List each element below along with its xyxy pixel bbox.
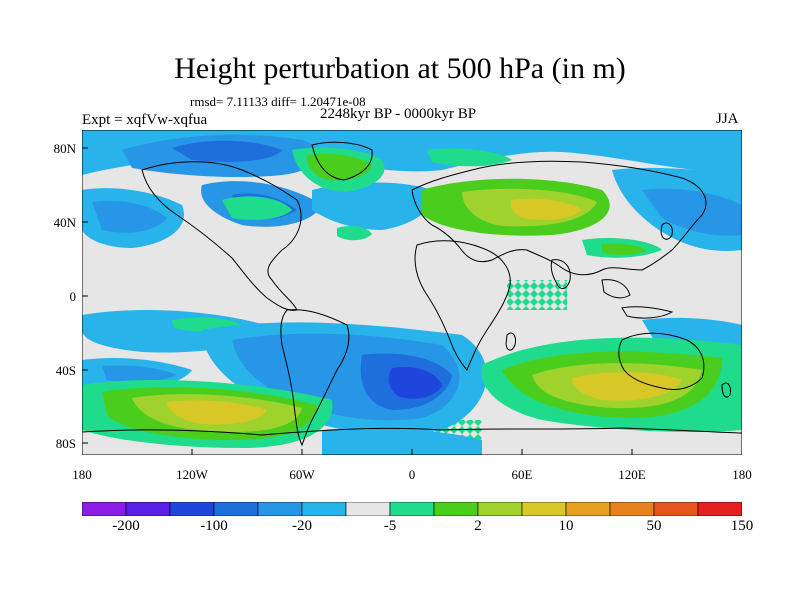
season-label: JJA	[716, 111, 739, 127]
coast-south-america	[280, 309, 350, 447]
lon-label-120w: 120W	[176, 467, 208, 482]
contour-west-pacific-blue-inner	[92, 200, 167, 233]
lon-label-120e: 120E	[618, 467, 646, 482]
colorbar	[82, 502, 742, 516]
colorbar-swatch	[301, 502, 347, 516]
colorbar-label: -20	[292, 518, 312, 534]
coast-australia	[618, 332, 705, 391]
colorbar-label: 50	[646, 518, 662, 534]
map-ticks	[82, 147, 633, 455]
hatched-region-africa	[507, 280, 567, 310]
lat-label-80s: 80S	[55, 436, 76, 451]
coast-madagascar	[505, 332, 516, 351]
colorbar-label: 10	[558, 518, 574, 534]
contour-antarctic-blue	[322, 428, 482, 455]
coast-southeast-asia	[601, 279, 631, 299]
lon-label-60e: 60E	[511, 467, 533, 482]
contour-greenland-green2	[306, 153, 372, 181]
coast-new-zealand	[721, 382, 731, 398]
coast-antarctica	[82, 427, 742, 436]
colorbar-swatches	[82, 502, 742, 516]
colorbar-label: -100	[200, 518, 228, 534]
contour-sh-east-high-core	[572, 372, 682, 401]
map-panel	[82, 130, 742, 455]
contour-sh-west-high-core	[167, 400, 267, 425]
colorbar-label: -200	[112, 518, 140, 534]
contour-atlantic-blue	[312, 182, 433, 230]
stats-label: rmsd= 7.11133 diff= 1.20471e-08	[190, 94, 366, 109]
colorbar-swatch	[653, 502, 699, 516]
colorbar-swatch	[565, 502, 611, 516]
contour-arctic-darkblue	[172, 140, 282, 162]
colorbar-swatch	[125, 502, 171, 516]
contour-asia-high-core	[511, 198, 582, 220]
colorbar-label: 2	[474, 518, 482, 534]
colorbar-swatch	[257, 502, 303, 516]
contour-na-green	[222, 196, 292, 220]
colorbar-swatch	[169, 502, 215, 516]
colorbar-swatch	[82, 502, 127, 516]
contour-nw-pacific-green-inner	[602, 243, 647, 255]
colorbar-swatch	[389, 502, 435, 516]
colorbar-swatch	[697, 502, 742, 516]
contour-sh-blue-core	[388, 366, 442, 399]
colorbar-swatch	[433, 502, 479, 516]
map-title: Height perturbation at 500 hPa (in m)	[174, 52, 626, 85]
lat-label-80n: 80N	[53, 141, 76, 156]
contour-pacific-blue-inner	[642, 188, 742, 236]
contour-small-green	[337, 226, 372, 241]
coast-india	[550, 259, 571, 289]
lon-label-0: 0	[408, 467, 416, 482]
colorbar-swatch	[345, 502, 391, 516]
colorbar-swatch	[477, 502, 523, 516]
coast-africa	[414, 240, 511, 371]
lon-label-60w: 60W	[289, 467, 315, 482]
lon-label-180e: 180	[732, 467, 752, 482]
colorbar-swatch	[609, 502, 655, 516]
coastlines	[82, 141, 742, 447]
lat-label-40s: 40S	[55, 363, 76, 378]
lat-label-eq: 0	[69, 289, 77, 304]
colorbar-swatch	[521, 502, 567, 516]
lat-label-40n: 40N	[53, 215, 76, 230]
colorbar-label: 150	[730, 518, 754, 534]
coast-north-america	[141, 161, 302, 311]
contour-arctic-green	[427, 148, 512, 167]
contour-sh-west-blue-inner	[102, 365, 177, 383]
coast-greenland	[311, 141, 373, 181]
colorbar-label: -5	[383, 518, 397, 534]
period-label: 2248kyr BP - 0000kyr BP	[320, 106, 477, 122]
colorbar-swatch	[213, 502, 259, 516]
experiment-label: Expt = xqfVw-xqfua	[82, 112, 208, 128]
coast-europe-asia	[411, 160, 707, 276]
lon-label-180w: 180	[72, 467, 92, 482]
contour-field	[82, 130, 742, 455]
coast-indonesia	[621, 306, 674, 319]
coast-japan	[660, 222, 673, 240]
